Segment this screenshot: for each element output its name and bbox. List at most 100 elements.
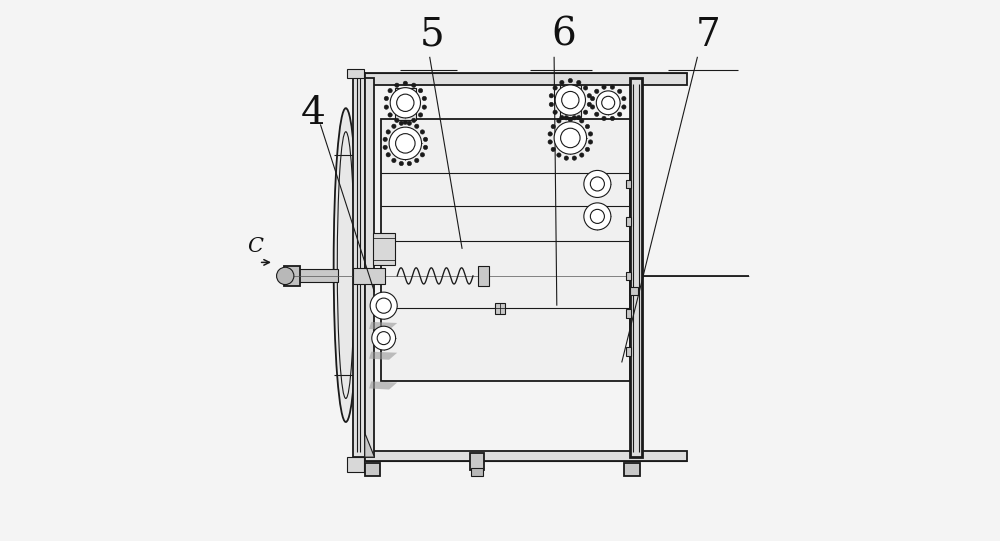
Circle shape: [564, 156, 568, 160]
Circle shape: [386, 130, 390, 134]
Circle shape: [557, 153, 561, 157]
Circle shape: [585, 124, 590, 129]
Circle shape: [549, 102, 554, 107]
Circle shape: [390, 88, 420, 118]
Circle shape: [388, 113, 392, 117]
Text: 4: 4: [301, 95, 326, 132]
Circle shape: [415, 159, 419, 163]
Circle shape: [572, 116, 577, 120]
Circle shape: [407, 121, 411, 126]
Circle shape: [553, 86, 557, 90]
Circle shape: [384, 105, 389, 109]
Circle shape: [423, 137, 428, 142]
Bar: [395, 88, 416, 120]
Bar: [381, 119, 630, 381]
Circle shape: [568, 78, 572, 83]
Polygon shape: [369, 352, 397, 360]
Circle shape: [583, 110, 588, 114]
Circle shape: [590, 177, 604, 191]
Circle shape: [587, 94, 591, 98]
Circle shape: [422, 105, 426, 109]
Circle shape: [383, 137, 387, 142]
Text: C: C: [247, 236, 263, 256]
Bar: [365, 463, 380, 476]
Text: 7: 7: [696, 17, 721, 54]
Circle shape: [622, 96, 626, 101]
Circle shape: [396, 134, 415, 153]
Circle shape: [590, 105, 595, 109]
Circle shape: [403, 120, 407, 124]
Circle shape: [580, 118, 584, 123]
Polygon shape: [365, 433, 374, 457]
Bar: [347, 457, 364, 472]
Circle shape: [595, 89, 599, 94]
Bar: [626, 272, 631, 280]
Circle shape: [588, 140, 593, 144]
Bar: [297, 269, 338, 282]
Circle shape: [418, 113, 423, 117]
Bar: [470, 453, 484, 470]
Circle shape: [585, 147, 590, 151]
Circle shape: [372, 326, 396, 350]
Circle shape: [392, 159, 396, 163]
Circle shape: [583, 86, 588, 90]
Circle shape: [548, 140, 552, 144]
Bar: [624, 463, 640, 476]
Circle shape: [554, 122, 587, 154]
Circle shape: [595, 112, 599, 116]
Bar: [353, 268, 385, 284]
Circle shape: [399, 121, 403, 126]
Bar: [495, 303, 505, 314]
Circle shape: [388, 89, 392, 93]
Circle shape: [572, 156, 577, 160]
Circle shape: [412, 118, 416, 122]
Circle shape: [577, 115, 581, 120]
Circle shape: [412, 83, 416, 88]
Circle shape: [548, 132, 552, 136]
Bar: [626, 180, 631, 188]
Bar: [365, 78, 374, 457]
Circle shape: [602, 85, 606, 89]
Circle shape: [553, 110, 557, 114]
Circle shape: [618, 89, 622, 94]
Circle shape: [376, 298, 391, 313]
Circle shape: [588, 132, 593, 136]
Bar: [478, 266, 489, 286]
Circle shape: [420, 153, 425, 157]
Circle shape: [399, 161, 403, 166]
Circle shape: [622, 105, 626, 109]
Circle shape: [377, 332, 390, 345]
Bar: [630, 78, 642, 457]
Circle shape: [383, 145, 387, 149]
Circle shape: [568, 117, 572, 122]
Circle shape: [422, 96, 426, 101]
Circle shape: [557, 118, 561, 123]
Bar: [347, 69, 364, 78]
Circle shape: [277, 267, 294, 285]
Circle shape: [551, 124, 555, 129]
Circle shape: [584, 170, 611, 197]
Circle shape: [560, 81, 564, 85]
Circle shape: [403, 81, 407, 85]
Circle shape: [590, 96, 595, 101]
Bar: [365, 73, 687, 85]
Circle shape: [596, 91, 620, 115]
Circle shape: [420, 130, 425, 134]
Bar: [284, 266, 300, 286]
Circle shape: [610, 116, 615, 121]
Circle shape: [397, 94, 414, 111]
Bar: [626, 217, 631, 226]
Circle shape: [551, 147, 555, 151]
Circle shape: [587, 102, 591, 107]
Text: 6: 6: [551, 17, 576, 54]
Circle shape: [386, 153, 390, 157]
Circle shape: [602, 96, 615, 109]
Circle shape: [560, 115, 564, 120]
Bar: [560, 85, 581, 117]
Circle shape: [384, 96, 389, 101]
Circle shape: [395, 83, 399, 88]
Circle shape: [415, 124, 419, 128]
Circle shape: [584, 203, 611, 230]
Circle shape: [418, 89, 423, 93]
Bar: [373, 238, 395, 260]
